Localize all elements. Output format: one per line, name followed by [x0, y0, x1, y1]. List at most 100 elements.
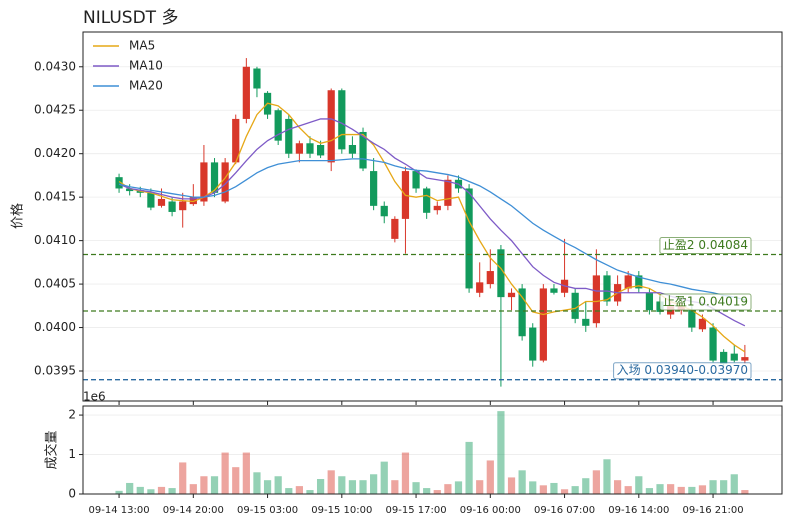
- candle-body: [645, 292, 654, 311]
- volume-bar: [147, 489, 155, 494]
- candle-body: [221, 162, 229, 202]
- volume-bar: [157, 486, 166, 494]
- volume-bar: [295, 486, 303, 494]
- candle-body: [507, 292, 516, 298]
- volume-bar: [486, 460, 494, 494]
- legend-label: MA5: [129, 39, 155, 53]
- volume-bar: [730, 474, 738, 494]
- volume-axis-label: 成交量: [44, 430, 60, 469]
- volume-bar: [656, 484, 664, 494]
- volume-bar: [454, 481, 463, 494]
- volume-bar: [582, 478, 590, 494]
- candle-body: [274, 110, 282, 141]
- y-tick-label: 0: [68, 487, 76, 501]
- candle-body: [741, 357, 749, 361]
- x-tick-label: 09-16 21:00: [683, 505, 744, 516]
- candle-body: [592, 275, 600, 324]
- candle-body: [518, 288, 526, 337]
- candle-body: [242, 66, 250, 119]
- x-tick-label: 09-15 17:00: [386, 505, 447, 516]
- ma-line: [118, 158, 746, 301]
- level-label: 入场 0.03940-0.03970: [617, 363, 748, 377]
- volume-bar: [518, 470, 526, 494]
- y-tick-label: 0.0395: [34, 364, 76, 378]
- volume-bar: [263, 480, 272, 494]
- candle-body: [433, 205, 441, 211]
- volume-bar: [550, 482, 558, 494]
- chart-title: NILUSDT 多: [83, 8, 178, 28]
- candle-body: [571, 292, 579, 319]
- candle-body: [603, 275, 611, 302]
- volume-bar: [677, 486, 685, 494]
- volume-bar: [667, 484, 675, 494]
- volume-bar: [359, 480, 367, 494]
- level-label-box: [613, 362, 752, 380]
- candle-body: [306, 143, 314, 154]
- candle-body: [295, 143, 303, 154]
- x-tick-label: 09-16 14:00: [608, 505, 669, 516]
- volume-bar: [136, 486, 144, 494]
- ma-line: [118, 118, 746, 327]
- x-tick-label: 09-15 10:00: [311, 505, 372, 516]
- candle-body: [210, 162, 219, 193]
- candle-body: [698, 318, 707, 330]
- volume-bar: [507, 477, 516, 494]
- volume-bar: [603, 459, 611, 494]
- y-tick-label: 0.0410: [34, 233, 76, 247]
- y-tick-label: 0.0400: [34, 320, 76, 334]
- candle-body: [316, 145, 325, 156]
- candle-body: [635, 275, 643, 289]
- volume-bar: [232, 467, 240, 494]
- volume-bar: [592, 470, 600, 494]
- ma-line: [118, 102, 746, 353]
- volume-bar: [423, 488, 431, 494]
- candle-body: [126, 188, 134, 192]
- volume-bar: [327, 470, 335, 494]
- y-tick-label: 0.0425: [34, 103, 76, 117]
- volume-bar: [635, 476, 643, 494]
- volume-bar: [613, 480, 622, 494]
- volume-bar: [380, 461, 388, 494]
- volume-bar: [210, 476, 219, 494]
- volume-bar: [306, 490, 314, 494]
- volume-bar: [242, 452, 250, 494]
- candle-body: [253, 68, 261, 89]
- candle-body: [327, 90, 335, 163]
- volume-bar: [688, 486, 696, 494]
- level-label-box: [659, 293, 752, 311]
- volume-bar: [476, 480, 484, 494]
- candle-body: [168, 201, 176, 212]
- volume-bar: [179, 462, 187, 494]
- candle-body: [529, 327, 537, 361]
- volume-bar: [497, 411, 505, 494]
- volume-bar: [253, 472, 261, 494]
- candle-body: [380, 205, 388, 217]
- candle-body: [179, 201, 187, 211]
- offset-label: 1e6: [83, 390, 106, 404]
- candle-body: [338, 90, 346, 150]
- plot-frame: [82, 31, 783, 402]
- volume-bar: [391, 480, 399, 494]
- candle-body: [444, 179, 452, 206]
- volume-bar: [200, 476, 208, 494]
- volume-bar: [624, 486, 632, 494]
- volume-bar: [645, 488, 654, 494]
- candle-body: [476, 282, 484, 293]
- volume-bar: [285, 488, 293, 494]
- y-tick-label: 0.0415: [34, 190, 76, 204]
- legend-label: MA10: [129, 59, 163, 73]
- candle-body: [423, 188, 431, 213]
- candle-body: [497, 249, 505, 298]
- legend-label: MA20: [129, 79, 163, 93]
- candle-body: [232, 118, 240, 163]
- candle-body: [391, 218, 399, 239]
- volume-bar: [465, 441, 473, 494]
- candle-body: [539, 288, 547, 361]
- x-tick-label: 09-16 00:00: [460, 505, 521, 516]
- level-label-box: [659, 237, 752, 255]
- candle-body: [359, 131, 367, 169]
- candle-body: [486, 271, 494, 285]
- volume-bar: [348, 480, 357, 494]
